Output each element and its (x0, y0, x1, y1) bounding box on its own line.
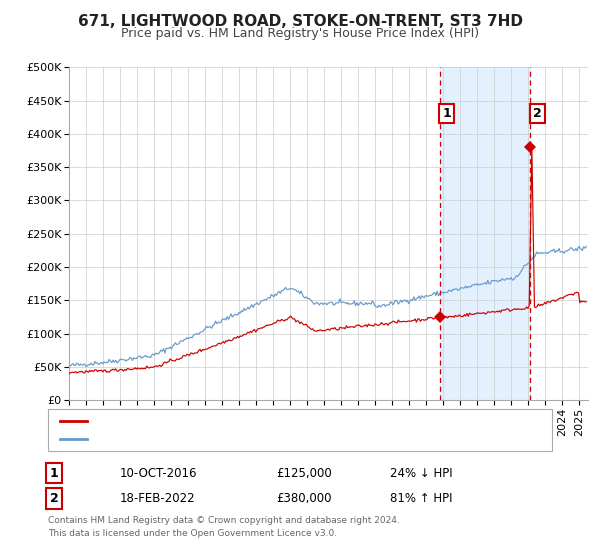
Text: This data is licensed under the Open Government Licence v3.0.: This data is licensed under the Open Gov… (48, 529, 337, 538)
Text: 81% ↑ HPI: 81% ↑ HPI (390, 492, 452, 505)
Text: Contains HM Land Registry data © Crown copyright and database right 2024.: Contains HM Land Registry data © Crown c… (48, 516, 400, 525)
Text: 2: 2 (50, 492, 58, 505)
Text: 18-FEB-2022: 18-FEB-2022 (120, 492, 196, 505)
Text: Price paid vs. HM Land Registry's House Price Index (HPI): Price paid vs. HM Land Registry's House … (121, 27, 479, 40)
Bar (440, 67, 530, 400)
Text: 671, LIGHTWOOD ROAD, STOKE-ON-TRENT, ST3 7HD: 671, LIGHTWOOD ROAD, STOKE-ON-TRENT, ST3… (77, 14, 523, 29)
Text: £380,000: £380,000 (276, 492, 331, 505)
Text: 671, LIGHTWOOD ROAD, STOKE-ON-TRENT, ST3 7HD (detached house): 671, LIGHTWOOD ROAD, STOKE-ON-TRENT, ST3… (93, 414, 512, 427)
Text: 1: 1 (442, 108, 451, 120)
Text: HPI: Average price, detached house, Stoke-on-Trent: HPI: Average price, detached house, Stok… (93, 432, 397, 446)
Text: 24% ↓ HPI: 24% ↓ HPI (390, 466, 452, 480)
Text: 1: 1 (50, 466, 58, 480)
Text: 2: 2 (533, 108, 542, 120)
Text: £125,000: £125,000 (276, 466, 332, 480)
Text: 10-OCT-2016: 10-OCT-2016 (120, 466, 197, 480)
